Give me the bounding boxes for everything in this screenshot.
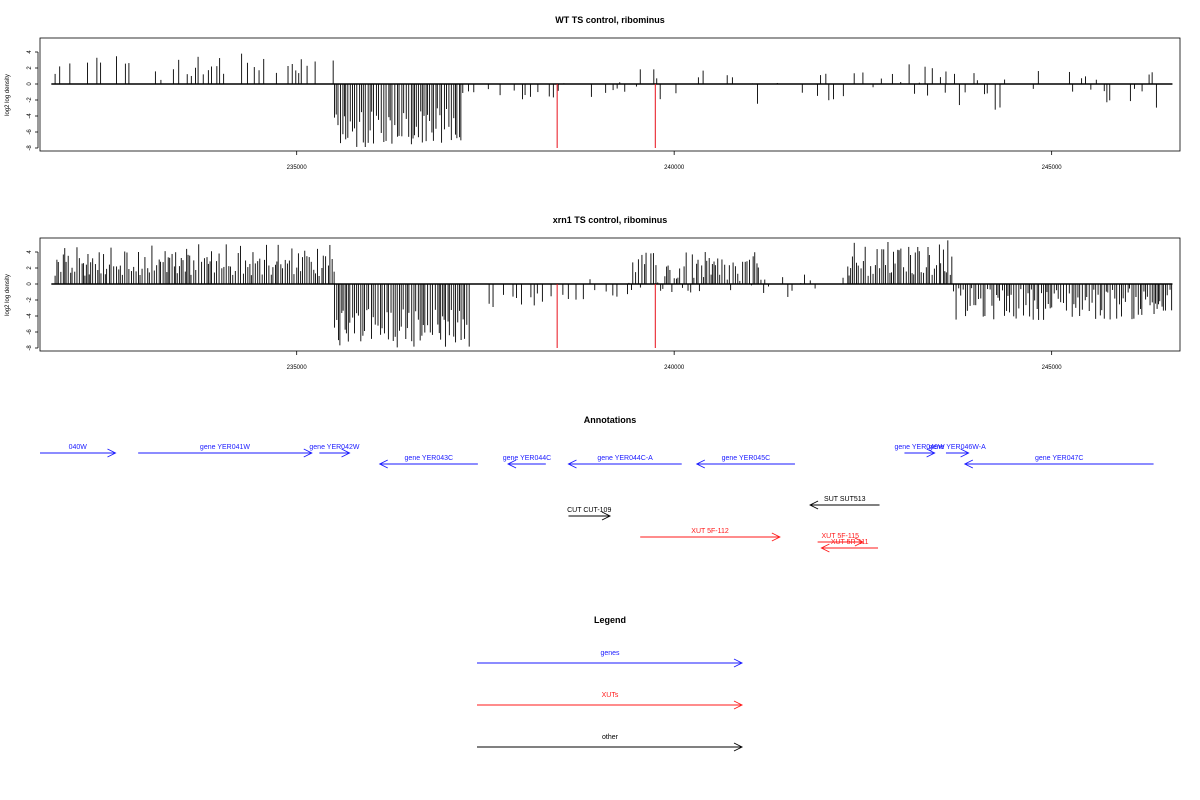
xrn1-x-axis: 235000 240000 245000 bbox=[287, 351, 1063, 371]
xrn1-panel-title: xrn1 TS control, ribominus bbox=[553, 215, 668, 225]
annotation-arrow-head bbox=[695, 459, 706, 469]
annotation-arrow-head bbox=[963, 459, 974, 469]
legend-entry-label: XUTs bbox=[602, 692, 619, 699]
annotation-label: gene YER043C bbox=[405, 455, 454, 462]
wt-x-tick-label: 235000 bbox=[287, 165, 308, 171]
wt-y-tick-label: -6 bbox=[27, 129, 33, 135]
xrn1-density-panel: xrn1 TS control, ribominus log2 log dens… bbox=[5, 215, 1181, 371]
annotation-arrow-head bbox=[960, 448, 970, 458]
wt-y-tick-label: -2 bbox=[27, 97, 33, 103]
wt-panel-title: WT TS control, ribominus bbox=[555, 15, 665, 25]
wt-density-panel: WT TS control, ribominus log2 log densit… bbox=[5, 15, 1181, 171]
annotation-arrow-head bbox=[341, 448, 351, 458]
xrn1-x-tick-label: 235000 bbox=[287, 365, 308, 371]
wt-y-tick-label: -4 bbox=[27, 113, 33, 119]
xrn1-density-bars bbox=[51, 240, 1173, 348]
wt-y-tick-label: 4 bbox=[27, 50, 33, 54]
annotation-label: gene YER044C-A bbox=[597, 455, 653, 462]
annotation-arrow-head bbox=[601, 511, 612, 521]
wt-density-bars bbox=[51, 53, 1173, 148]
legend-arrow-head bbox=[733, 658, 744, 668]
annotation-label: gene YER041W bbox=[200, 444, 250, 451]
annotation-arrow-head bbox=[507, 459, 517, 469]
annotation-label: XUT 5F-115 bbox=[822, 533, 860, 540]
annotation-arrow-head bbox=[567, 459, 577, 469]
annotation-label: XUT 5R-111 bbox=[831, 539, 869, 546]
annotation-label: CUT CUT-109 bbox=[567, 507, 611, 514]
legend-entries: genes XUTs other bbox=[477, 650, 744, 752]
wt-y-tick-label: -8 bbox=[27, 145, 33, 151]
xrn1-y-tick-label: 2 bbox=[27, 266, 33, 270]
xrn1-y-tick-label: -4 bbox=[27, 313, 33, 319]
annotation-arrow-head bbox=[303, 448, 313, 458]
xrn1-y-axis-label: log2 log density bbox=[5, 274, 11, 316]
annotation-label: gene YER045C bbox=[722, 455, 771, 462]
wt-x-tick-label: 240000 bbox=[664, 165, 685, 171]
annotation-label: gene YER044C bbox=[503, 455, 552, 462]
legend-entry-label: genes bbox=[600, 650, 620, 657]
annotations-track: Annotations 040W gene YER041W gene YER042W… bbox=[40, 415, 1154, 553]
annotation-label: gene YER046W bbox=[894, 444, 944, 451]
xrn1-y-tick-label: 4 bbox=[27, 250, 33, 254]
annotation-features: 040W gene YER041W gene YER042W gene YER043C… bbox=[40, 444, 1154, 553]
annotation-arrow-head bbox=[809, 500, 819, 510]
xrn1-y-tick-label: -2 bbox=[27, 297, 33, 303]
annotation-label: gene YER047C bbox=[1035, 455, 1084, 462]
xrn1-plot-frame bbox=[39, 237, 1181, 352]
annotation-arrow-head bbox=[378, 459, 388, 469]
legend-arrow-head bbox=[733, 700, 744, 710]
annotation-arrow-head bbox=[854, 537, 864, 547]
annotation-arrow-head bbox=[107, 448, 117, 458]
wt-y-axis: -8 -6 -4 -2 0 2 4 bbox=[27, 50, 39, 151]
xrn1-x-tick-label: 245000 bbox=[1042, 365, 1063, 371]
wt-y-tick-label: 0 bbox=[27, 82, 33, 86]
xrn1-x-tick-label: 240000 bbox=[664, 365, 685, 371]
xrn1-y-axis: -8 -6 -4 -2 0 2 4 bbox=[27, 250, 39, 351]
annotation-label: gene YER046W-A bbox=[929, 444, 986, 451]
annotation-arrow-head bbox=[820, 543, 830, 553]
annotation-arrow-head bbox=[771, 532, 781, 542]
wt-y-tick-label: 2 bbox=[27, 66, 33, 70]
wt-y-axis-label: log2 log density bbox=[5, 74, 11, 116]
annotation-label: 040W bbox=[69, 444, 88, 451]
annotations-title: Annotations bbox=[584, 415, 637, 425]
xrn1-y-tick-label: -8 bbox=[27, 345, 33, 351]
legend-title: Legend bbox=[594, 615, 626, 625]
legend-entry-label: other bbox=[602, 734, 619, 741]
annotation-label: XUT 5F-112 bbox=[691, 528, 729, 535]
wt-x-axis: 235000 240000 245000 bbox=[287, 151, 1063, 171]
legend: Legend genes XUTs other bbox=[477, 615, 744, 752]
legend-arrow-head bbox=[733, 742, 744, 752]
annotation-label: SUT SUT513 bbox=[824, 496, 866, 503]
xrn1-y-tick-label: 0 bbox=[27, 282, 33, 286]
wt-plot-frame bbox=[39, 37, 1181, 152]
wt-x-tick-label: 245000 bbox=[1042, 165, 1063, 171]
xrn1-y-tick-label: -6 bbox=[27, 329, 33, 335]
annotation-label: gene YER042W bbox=[309, 444, 359, 451]
annotation-arrow-head bbox=[926, 448, 936, 458]
